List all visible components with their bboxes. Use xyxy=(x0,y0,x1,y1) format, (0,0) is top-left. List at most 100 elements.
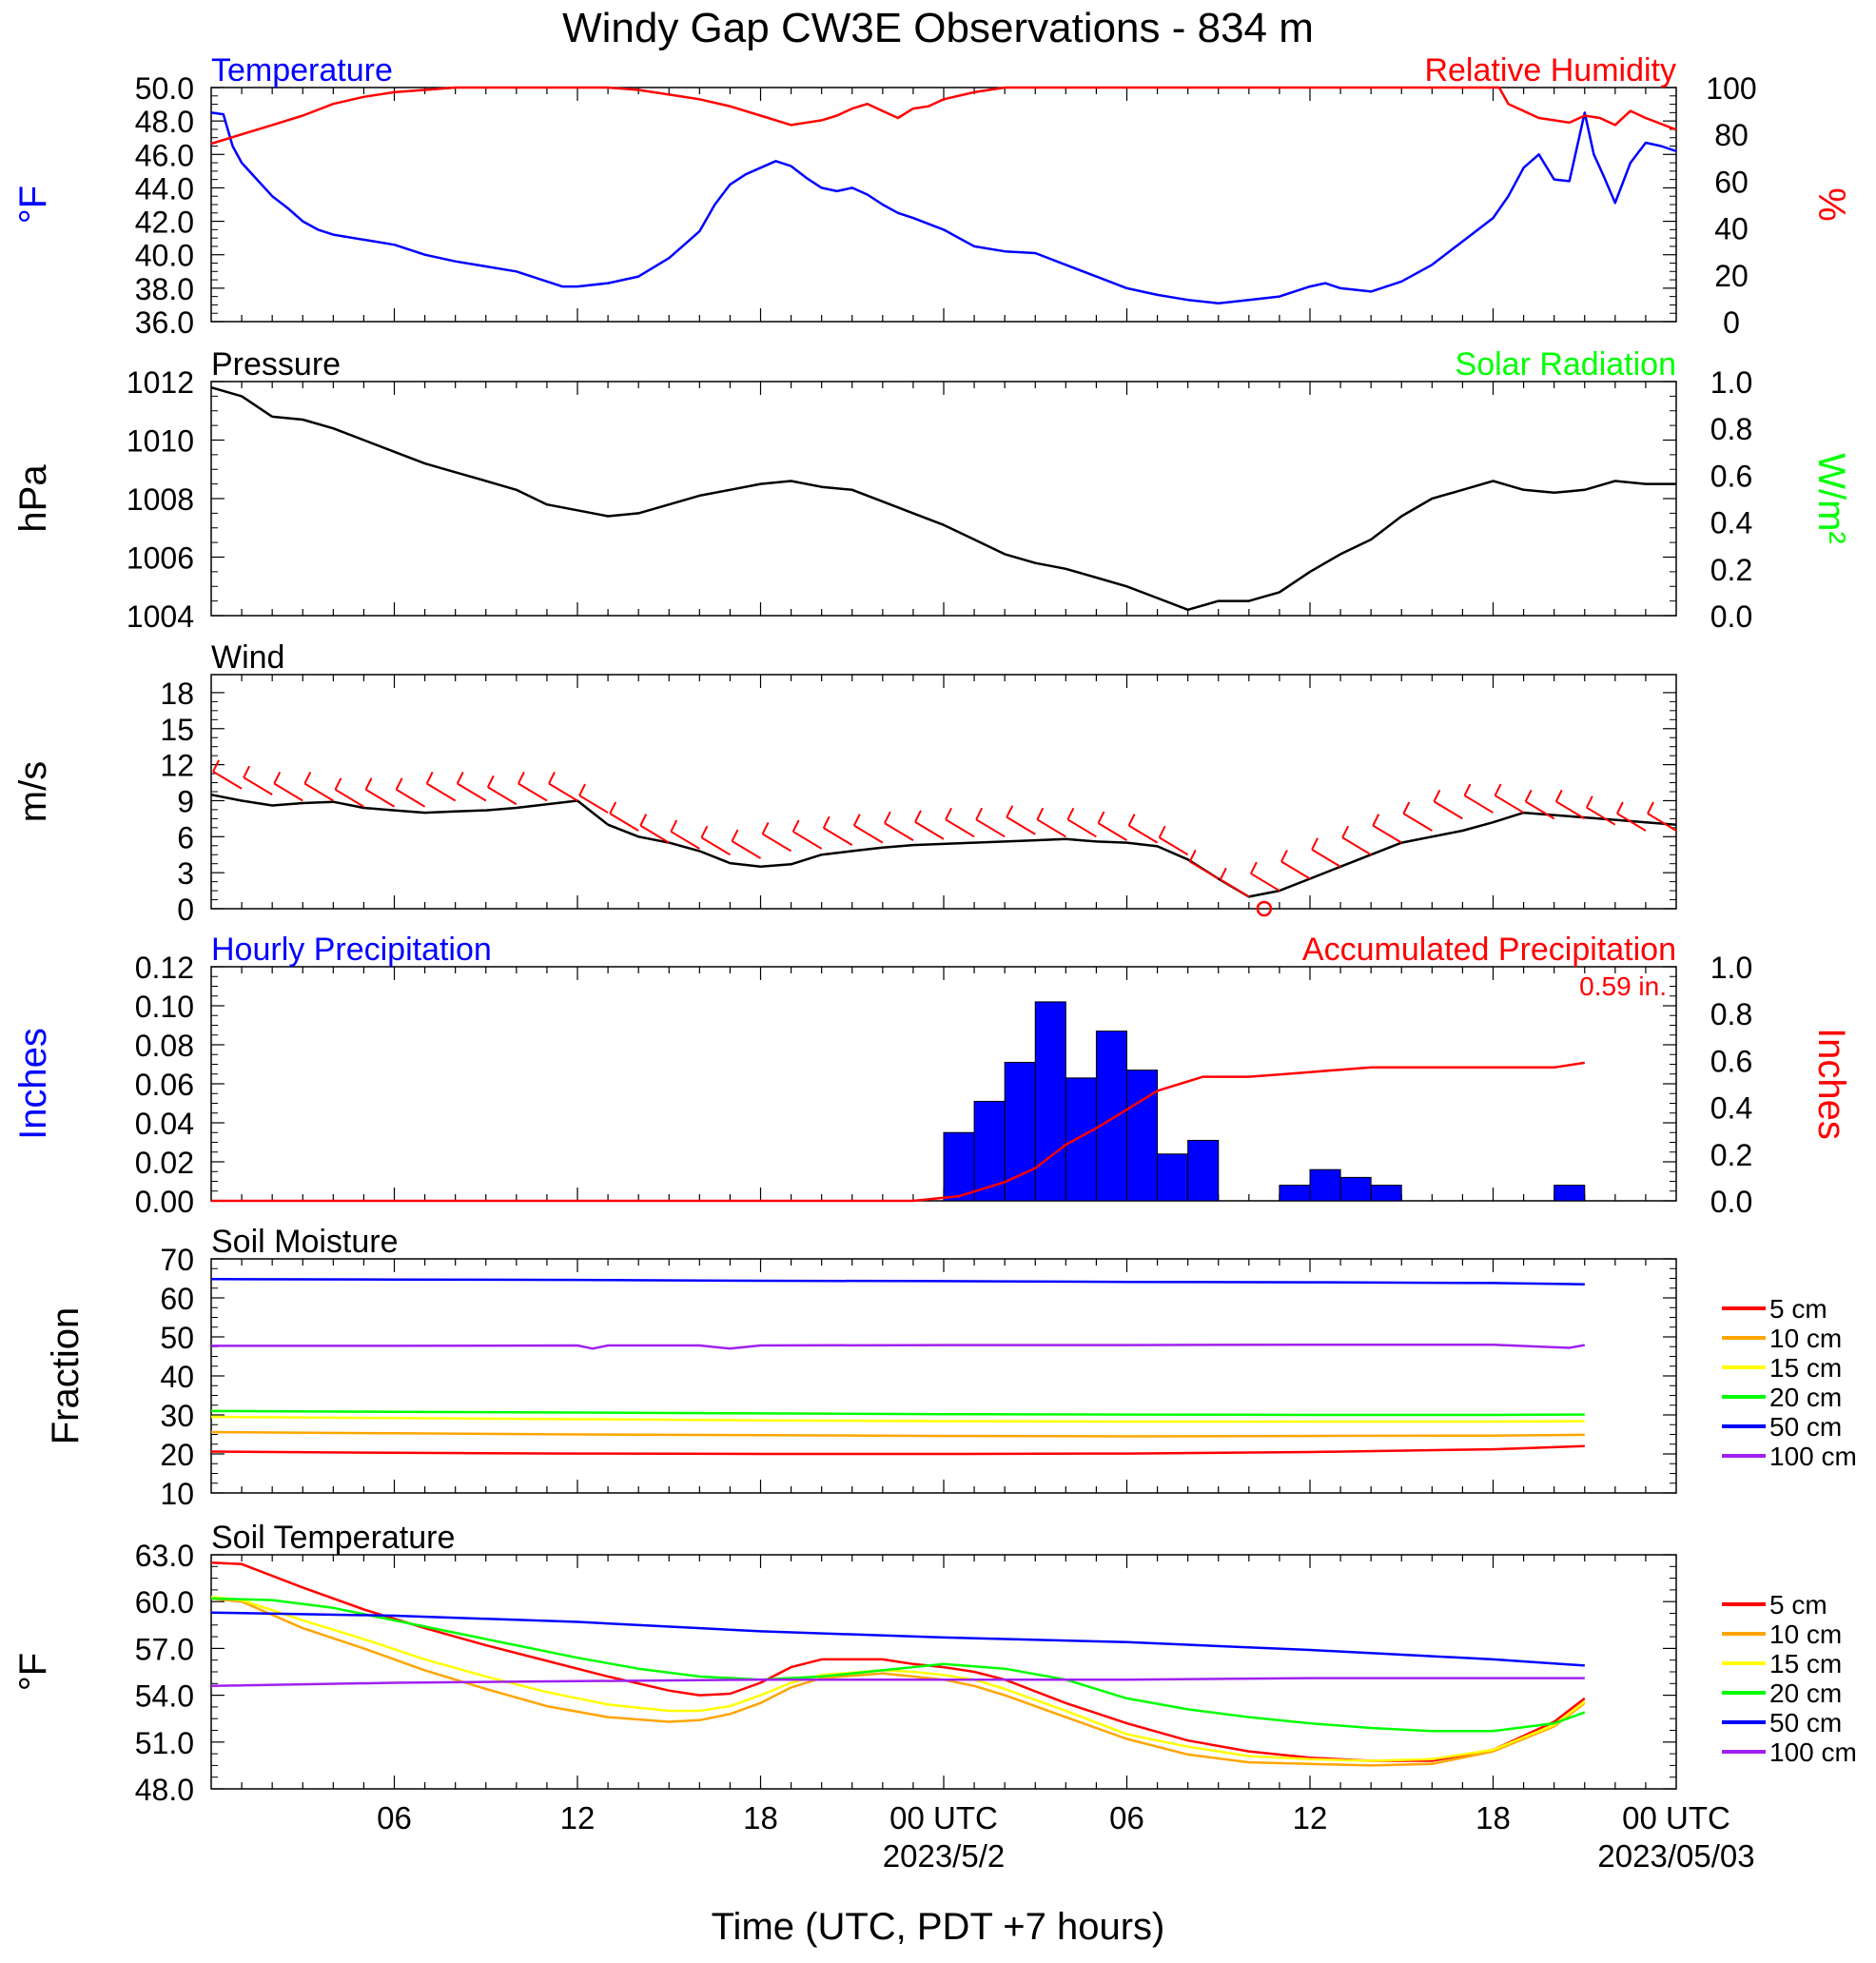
y-tick-label: 46.0 xyxy=(135,138,194,172)
precip-bar xyxy=(1004,1061,1036,1202)
wind-barb-flag xyxy=(670,819,678,833)
wind-barb-flag xyxy=(700,825,709,838)
wind-barb-flag xyxy=(364,777,373,791)
wind-barb xyxy=(792,831,823,850)
wind-barb-flag xyxy=(1402,801,1411,815)
wind-barb xyxy=(1311,848,1341,868)
wind-barb-flag xyxy=(609,801,617,815)
y2-tick-label: 0.6 xyxy=(1710,459,1752,493)
panel-title: Soil Temperature xyxy=(211,1520,455,1556)
wind-barb xyxy=(1220,878,1250,898)
y-tick-label: 1008 xyxy=(127,482,194,517)
precip-bar xyxy=(1339,1176,1372,1202)
series-line-5 xyxy=(210,1677,1585,1688)
legend-label: 20 cm xyxy=(1769,1678,1842,1708)
y-tick-label: 63.0 xyxy=(135,1539,194,1573)
wind-barb xyxy=(1647,813,1677,832)
wind-barb-flag xyxy=(1280,850,1288,862)
y2-tick-label: 0.0 xyxy=(1710,1185,1752,1219)
wind-barb xyxy=(1159,836,1189,856)
precip-bar xyxy=(1095,1031,1127,1202)
y-tick-label: 1006 xyxy=(127,541,194,576)
series-line-3 xyxy=(210,1597,1586,1733)
panel-temp: 36.038.040.042.044.046.048.050.0 0 20 40 60 8… xyxy=(12,52,1852,340)
y-tick-label: 15 xyxy=(160,713,194,747)
wind-barb-flag xyxy=(1433,789,1441,802)
y-tick-label: 1004 xyxy=(127,599,194,634)
wind-barb xyxy=(1433,800,1463,820)
wind-barb xyxy=(1097,822,1128,841)
wind-barb-flag xyxy=(1341,825,1350,838)
y-tick-label: 42.0 xyxy=(135,206,194,240)
wind-barb xyxy=(1616,813,1647,832)
wind-barb-flag xyxy=(425,772,434,784)
wind-barb xyxy=(1280,860,1311,880)
chart-title: Windy Gap CW3E Observations - 834 m xyxy=(562,5,1314,51)
plot-frame xyxy=(210,1258,1677,1494)
wind-barb-flag xyxy=(1006,805,1014,818)
y-axis-label: hPa xyxy=(12,464,54,533)
x-tick-date: 2023/05/03 xyxy=(1597,1838,1754,1874)
x-tick-label: 00 UTC xyxy=(1622,1800,1730,1835)
y-tick-label: 0.04 xyxy=(135,1107,194,1141)
y2-tick-label: 0.0 xyxy=(1710,599,1752,634)
y2-tick-label: 1.0 xyxy=(1710,365,1752,400)
wind-barb xyxy=(1128,824,1159,844)
precip-bar xyxy=(1309,1168,1341,1202)
y-tick-label: 60 xyxy=(160,1282,194,1316)
x-tick-label: 12 xyxy=(1293,1800,1328,1835)
wind-barb-flag xyxy=(852,814,861,827)
legend-label: 15 cm xyxy=(1769,1649,1842,1678)
series-line-2 xyxy=(210,1415,1585,1423)
wind-barb-flag xyxy=(273,772,282,784)
plot-frame xyxy=(210,87,1677,323)
y2-tick-label: 20 xyxy=(1714,259,1749,293)
y2-tick-label: 0.8 xyxy=(1710,997,1752,1031)
wind-barb-flag xyxy=(486,775,495,788)
wind-barb xyxy=(1341,836,1372,856)
wind-barb-flag xyxy=(243,765,251,778)
y-tick-label: 1012 xyxy=(127,365,194,400)
accumulated-precip-line xyxy=(211,1061,1585,1203)
wind-barb xyxy=(1463,795,1495,814)
precip-bar xyxy=(1126,1070,1159,1202)
y-tick-label: 0.00 xyxy=(135,1185,194,1219)
wind-barb-flag xyxy=(731,829,739,842)
x-tick-label: 18 xyxy=(743,1800,778,1835)
plot-frame xyxy=(210,674,1677,910)
wind-barb xyxy=(639,824,670,844)
x-axis-label: Time (UTC, PDT +7 hours) xyxy=(712,1906,1165,1948)
series-line-0 xyxy=(210,1561,1586,1762)
wind-barb xyxy=(853,824,884,844)
wind-barb xyxy=(487,786,518,806)
wind-barb xyxy=(1525,800,1555,820)
y-tick-label: 60.0 xyxy=(135,1585,194,1619)
wind-barb-flag xyxy=(914,810,922,823)
wind-barb-flag xyxy=(761,821,770,834)
y2-tick-label: 0.2 xyxy=(1710,553,1752,587)
y-tick-label: 1010 xyxy=(127,424,194,459)
y-tick-label: 48.0 xyxy=(135,1773,194,1807)
wind-barb xyxy=(609,813,639,832)
series-line-0 xyxy=(210,111,1677,304)
y-tick-label: 0.10 xyxy=(135,990,194,1024)
wind-barb xyxy=(457,782,487,802)
y-axis-label: m/s xyxy=(12,761,54,822)
legend-label: 10 cm xyxy=(1769,1619,1842,1649)
y-tick-label: 9 xyxy=(177,784,194,818)
wind-barb-flag xyxy=(822,815,831,829)
y-tick-label: 38.0 xyxy=(135,272,194,306)
precip-bar xyxy=(1370,1185,1402,1202)
y-axis-label: Inches xyxy=(12,1028,54,1140)
legend-label: 5 cm xyxy=(1769,1294,1827,1324)
wind-barb xyxy=(1189,860,1220,880)
y2-tick-label: 0.4 xyxy=(1710,1091,1752,1126)
y-tick-label: 0 xyxy=(177,893,194,927)
wind-barb-flag xyxy=(212,759,220,773)
y-tick-label: 3 xyxy=(177,856,194,891)
series-line-1 xyxy=(210,1430,1585,1438)
